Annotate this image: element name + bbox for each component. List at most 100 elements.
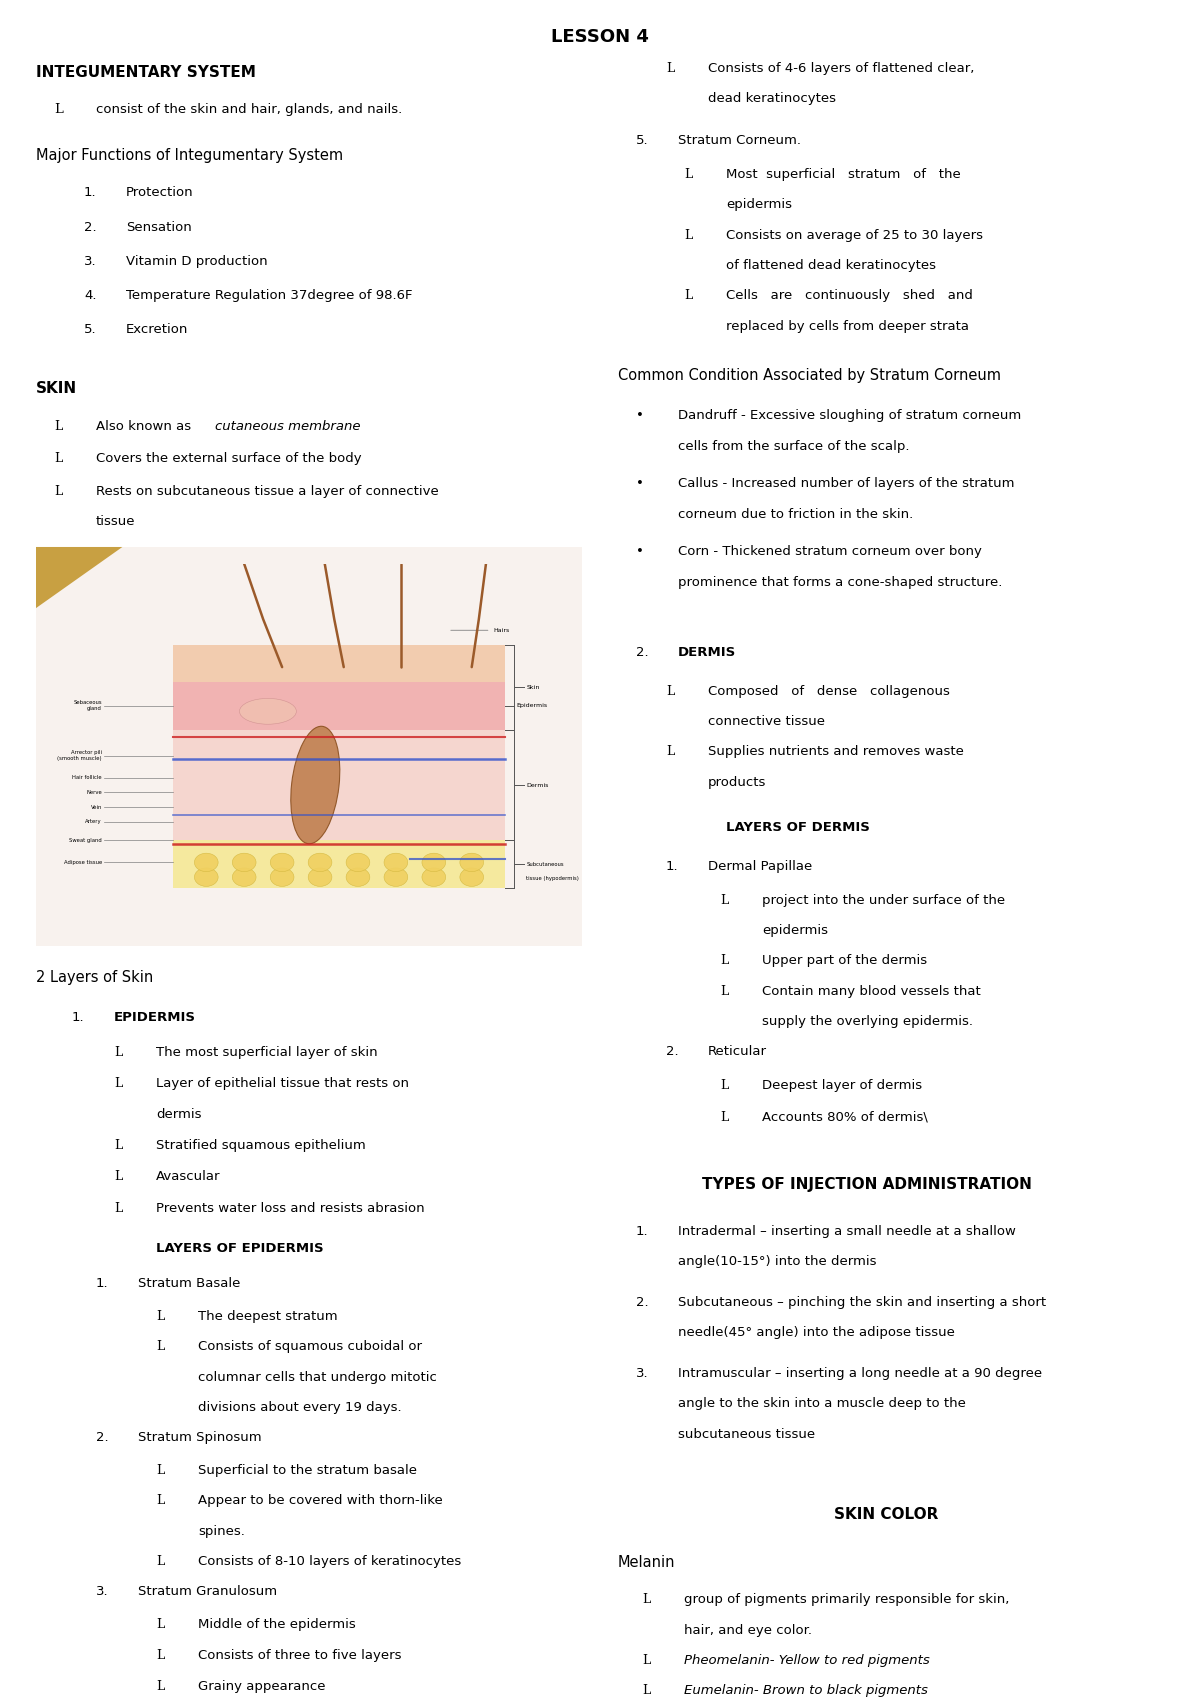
Text: needle(45° angle) into the adipose tissue: needle(45° angle) into the adipose tissu… xyxy=(678,1326,955,1340)
Text: Sebaceous
gland: Sebaceous gland xyxy=(73,700,102,711)
Text: L: L xyxy=(156,1681,164,1693)
Text: corneum due to friction in the skin.: corneum due to friction in the skin. xyxy=(678,508,913,521)
Text: Composed   of   dense   collagenous: Composed of dense collagenous xyxy=(708,684,950,698)
Text: angle to the skin into a muscle deep to the: angle to the skin into a muscle deep to … xyxy=(678,1397,966,1411)
Text: •: • xyxy=(636,409,644,423)
Text: L: L xyxy=(642,1654,650,1667)
Text: Deepest layer of dermis: Deepest layer of dermis xyxy=(762,1080,922,1092)
Text: Supplies nutrients and removes waste: Supplies nutrients and removes waste xyxy=(708,745,964,759)
Text: 2.: 2. xyxy=(666,1046,679,1058)
Text: Reticular: Reticular xyxy=(708,1046,767,1058)
Text: Excretion: Excretion xyxy=(126,323,188,336)
Text: 3.: 3. xyxy=(84,255,97,268)
Text: L: L xyxy=(54,486,62,498)
Text: SKIN: SKIN xyxy=(36,380,77,396)
Text: 5.: 5. xyxy=(84,323,97,336)
Text: The most superficial layer of skin: The most superficial layer of skin xyxy=(156,1046,378,1058)
Circle shape xyxy=(346,868,370,886)
Text: L: L xyxy=(114,1139,122,1153)
Text: Skin: Skin xyxy=(527,684,540,689)
Text: Subcutaneous: Subcutaneous xyxy=(527,863,564,866)
Text: products: products xyxy=(708,776,767,790)
Text: L: L xyxy=(114,1077,122,1090)
Text: L: L xyxy=(54,452,62,465)
Text: project into the under surface of the: project into the under surface of the xyxy=(762,893,1006,907)
Text: L: L xyxy=(720,1110,728,1124)
Text: Consists of squamous cuboidal or: Consists of squamous cuboidal or xyxy=(198,1340,422,1353)
Text: Protection: Protection xyxy=(126,187,193,199)
Text: L: L xyxy=(720,954,728,968)
Text: L: L xyxy=(156,1340,164,1353)
Text: L: L xyxy=(114,1202,122,1214)
Text: Contain many blood vessels that: Contain many blood vessels that xyxy=(762,985,980,998)
Text: Avascular: Avascular xyxy=(156,1170,221,1184)
Text: L: L xyxy=(156,1494,164,1508)
Ellipse shape xyxy=(240,698,296,725)
Text: Grainy appearance: Grainy appearance xyxy=(198,1681,325,1693)
Text: 3.: 3. xyxy=(96,1586,109,1598)
FancyBboxPatch shape xyxy=(36,547,582,946)
Text: Corn - Thickened stratum corneum over bony: Corn - Thickened stratum corneum over bo… xyxy=(678,545,982,559)
Text: Upper part of the dermis: Upper part of the dermis xyxy=(762,954,928,968)
Text: 1.: 1. xyxy=(72,1012,85,1024)
Polygon shape xyxy=(173,730,505,841)
Text: Sensation: Sensation xyxy=(126,221,192,234)
Text: L: L xyxy=(720,1080,728,1092)
Text: tissue: tissue xyxy=(96,514,136,528)
Text: L: L xyxy=(720,893,728,907)
Text: L: L xyxy=(720,985,728,998)
Circle shape xyxy=(346,852,370,871)
Text: Epidermis: Epidermis xyxy=(517,703,548,708)
Text: Subcutaneous – pinching the skin and inserting a short: Subcutaneous – pinching the skin and ins… xyxy=(678,1296,1046,1309)
Text: Also known as: Also known as xyxy=(96,419,196,433)
Text: L: L xyxy=(54,104,62,115)
Text: Melanin: Melanin xyxy=(618,1555,676,1569)
Polygon shape xyxy=(36,547,122,608)
Text: Arrector pili
(smooth muscle): Arrector pili (smooth muscle) xyxy=(58,751,102,761)
Text: Artery: Artery xyxy=(85,820,102,824)
Circle shape xyxy=(233,852,256,871)
Text: TYPES OF INJECTION ADMINISTRATION: TYPES OF INJECTION ADMINISTRATION xyxy=(702,1177,1032,1192)
Text: Rests on subcutaneous tissue a layer of connective: Rests on subcutaneous tissue a layer of … xyxy=(96,486,439,498)
Text: L: L xyxy=(156,1311,164,1323)
Text: 3.: 3. xyxy=(636,1367,649,1380)
Circle shape xyxy=(460,852,484,871)
Text: Dermis: Dermis xyxy=(527,783,548,788)
Text: Common Condition Associated by Stratum Corneum: Common Condition Associated by Stratum C… xyxy=(618,368,1001,382)
Text: Dermal Papillae: Dermal Papillae xyxy=(708,859,812,873)
Circle shape xyxy=(384,868,408,886)
Text: Intramuscular – inserting a long needle at a 90 degree: Intramuscular – inserting a long needle … xyxy=(678,1367,1042,1380)
Text: L: L xyxy=(156,1618,164,1630)
Text: tissue (hypodermis): tissue (hypodermis) xyxy=(527,876,580,881)
Text: LESSON 4: LESSON 4 xyxy=(551,27,649,46)
Text: L: L xyxy=(114,1170,122,1184)
Circle shape xyxy=(233,868,256,886)
Text: cells from the surface of the scalp.: cells from the surface of the scalp. xyxy=(678,440,910,453)
Text: Hairs: Hairs xyxy=(493,628,509,633)
Text: Layer of epithelial tissue that rests on: Layer of epithelial tissue that rests on xyxy=(156,1077,409,1090)
Text: Consists on average of 25 to 30 layers: Consists on average of 25 to 30 layers xyxy=(726,229,983,241)
Text: 2.: 2. xyxy=(96,1431,109,1445)
Text: Sweat gland: Sweat gland xyxy=(70,837,102,842)
Text: Intradermal – inserting a small needle at a shallow: Intradermal – inserting a small needle a… xyxy=(678,1224,1016,1238)
Circle shape xyxy=(384,852,408,871)
Text: spines.: spines. xyxy=(198,1525,245,1538)
Text: 1.: 1. xyxy=(636,1224,649,1238)
Circle shape xyxy=(194,868,218,886)
Text: dead keratinocytes: dead keratinocytes xyxy=(708,92,836,105)
Text: hair, and eye color.: hair, and eye color. xyxy=(684,1623,812,1637)
Text: 1.: 1. xyxy=(84,187,97,199)
Text: L: L xyxy=(666,745,674,759)
Text: prominence that forms a cone-shaped structure.: prominence that forms a cone-shaped stru… xyxy=(678,576,1002,589)
Text: 2.: 2. xyxy=(84,221,97,234)
Text: L: L xyxy=(54,419,62,433)
Text: Consists of 8-10 layers of keratinocytes: Consists of 8-10 layers of keratinocytes xyxy=(198,1555,461,1567)
Text: EPIDERMIS: EPIDERMIS xyxy=(114,1012,196,1024)
Text: angle(10-15°) into the dermis: angle(10-15°) into the dermis xyxy=(678,1255,876,1268)
Polygon shape xyxy=(173,841,505,888)
Text: L: L xyxy=(114,1046,122,1058)
Text: Cells   are   continuously   shed   and: Cells are continuously shed and xyxy=(726,289,973,302)
Text: Stratum Corneum.: Stratum Corneum. xyxy=(678,134,802,148)
Text: L: L xyxy=(642,1684,650,1696)
Text: INTEGUMENTARY SYSTEM: INTEGUMENTARY SYSTEM xyxy=(36,65,256,80)
